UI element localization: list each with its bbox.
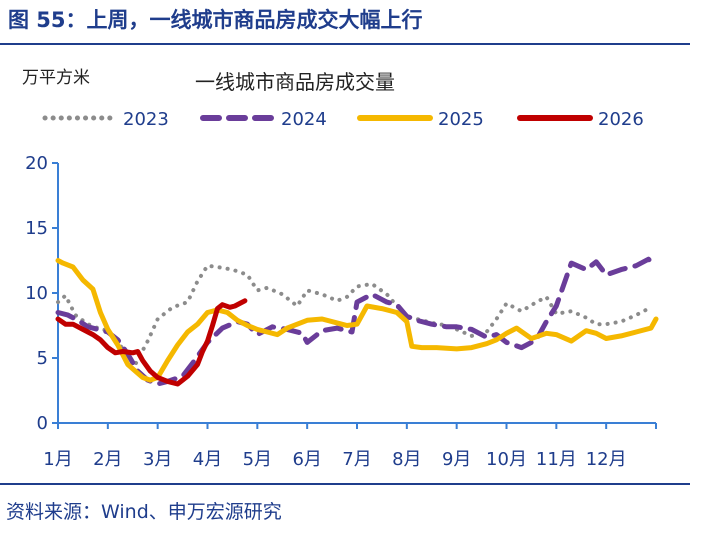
x-tick-label: 4月 bbox=[193, 449, 222, 470]
x-tick-label: 9月 bbox=[442, 449, 471, 470]
series-line-2026 bbox=[55, 298, 248, 387]
line-chart: 万平方米 一线城市商品房成交量 2023 2024 2025 2026 0 5 10 15 2… bbox=[22, 68, 659, 470]
plot-area bbox=[55, 256, 659, 387]
x-axis: 1月 2月 3月 4月 5月 6月 7月 8月 9月 10月 11月 12月 bbox=[43, 422, 657, 470]
y-tick-label: 20 bbox=[25, 153, 48, 174]
y-axis: 0 5 10 15 20 bbox=[25, 153, 59, 434]
title-rule bbox=[0, 43, 690, 45]
legend-label-2026: 2026 bbox=[598, 109, 644, 130]
unit-label: 万平方米 bbox=[22, 68, 90, 88]
legend-label-2024: 2024 bbox=[281, 109, 327, 130]
y-tick-label: 0 bbox=[37, 413, 48, 434]
legend: 2023 2024 2025 2026 bbox=[42, 109, 644, 130]
x-tick-label: 8月 bbox=[392, 449, 421, 470]
x-tick-label: 6月 bbox=[292, 449, 321, 470]
x-tick-label: 12月 bbox=[586, 449, 627, 470]
y-tick-label: 5 bbox=[37, 348, 48, 369]
x-tick-label: 5月 bbox=[243, 449, 272, 470]
chart-title: 一线城市商品房成交量 bbox=[195, 70, 395, 94]
x-tick-label: 10月 bbox=[486, 449, 527, 470]
figure-title: 图 55：上周，一线城市商品房成交大幅上行 bbox=[8, 8, 423, 32]
source-note: 资料来源：Wind、申万宏源研究 bbox=[6, 501, 282, 523]
legend-label-2025: 2025 bbox=[438, 109, 484, 130]
x-tick-label: 1月 bbox=[43, 449, 72, 470]
y-tick-label: 15 bbox=[25, 218, 48, 239]
x-tick-label: 11月 bbox=[536, 449, 577, 470]
footer-rule bbox=[0, 483, 690, 485]
y-tick-label: 10 bbox=[25, 283, 48, 304]
x-tick-label: 7月 bbox=[342, 449, 371, 470]
x-tick-label: 3月 bbox=[143, 449, 172, 470]
series-line-2025 bbox=[55, 258, 659, 383]
legend-label-2023: 2023 bbox=[123, 109, 169, 130]
x-tick-label: 2月 bbox=[93, 449, 122, 470]
